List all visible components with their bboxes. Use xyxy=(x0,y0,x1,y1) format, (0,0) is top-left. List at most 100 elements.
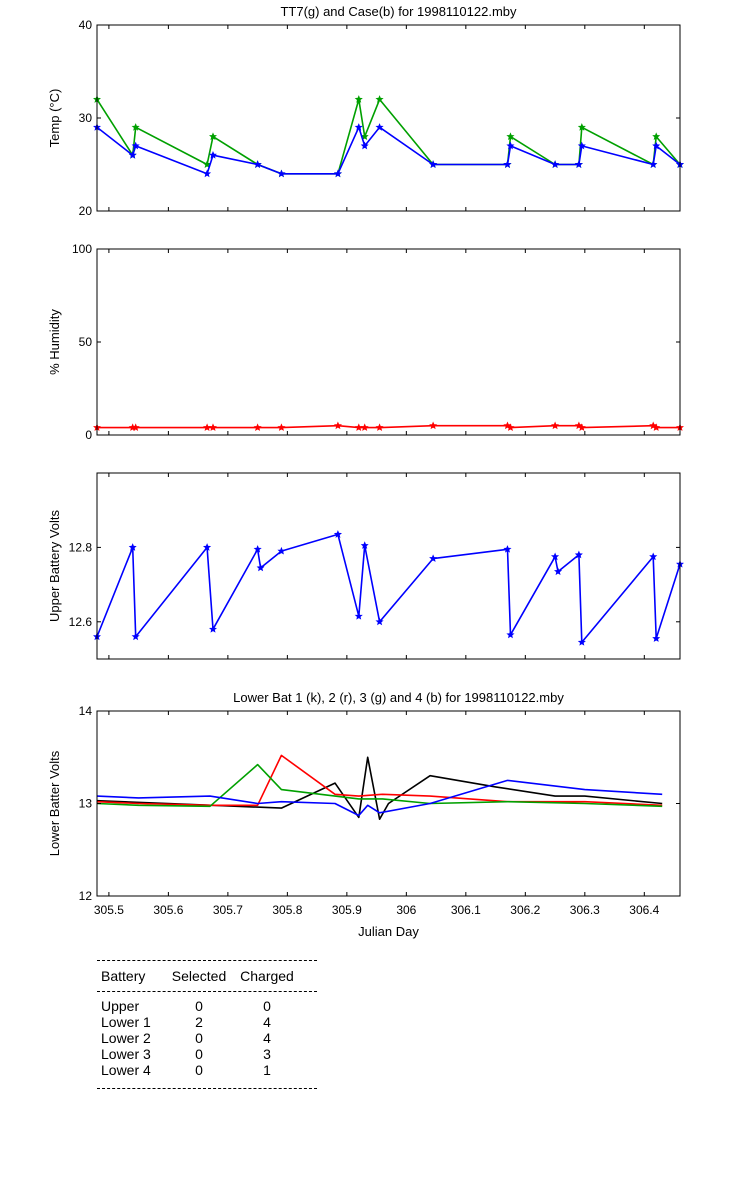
y-axis-label: % Humidity xyxy=(47,309,62,375)
table-row: Lower 1 2 4 xyxy=(97,1014,317,1030)
data-point-marker xyxy=(209,624,217,633)
data-point-marker xyxy=(360,132,369,141)
row-battery: Upper xyxy=(101,998,140,1014)
x-tick-label: 306.4 xyxy=(629,903,659,917)
x-tick-label: 305.8 xyxy=(272,903,302,917)
temp-panel: 20 30 40 TT7(g) and Case(b) for 1998110122.… xyxy=(47,4,684,218)
y-tick-label: 50 xyxy=(79,335,93,349)
data-point-marker xyxy=(577,141,586,150)
data-point-marker xyxy=(131,141,140,150)
data-point-marker xyxy=(277,546,286,555)
data-point-marker xyxy=(429,554,438,562)
data-point-marker xyxy=(202,169,212,178)
series-line-humidity xyxy=(97,424,680,429)
data-point-marker xyxy=(360,141,369,150)
row-battery: Lower 3 xyxy=(101,1046,151,1062)
row-charged: 4 xyxy=(263,1014,271,1030)
data-point-marker xyxy=(550,421,560,430)
data-point-marker xyxy=(503,545,512,553)
data-point-marker xyxy=(131,123,140,131)
data-point-marker xyxy=(131,632,140,641)
data-point-marker xyxy=(209,423,217,431)
x-tick-label: 305.5 xyxy=(94,903,124,917)
chart-title: Lower Bat 1 (k), 2 (r), 3 (g) and 4 (b) … xyxy=(233,690,564,705)
y-tick-label: 0 xyxy=(85,428,92,442)
figure: 20 30 40 TT7(g) and Case(b) for 1998110122.… xyxy=(47,4,684,939)
data-point-marker xyxy=(202,543,212,551)
data-point-marker xyxy=(503,160,512,168)
data-point-marker xyxy=(360,423,369,431)
y-tick-label: 30 xyxy=(79,111,93,125)
series-line-case xyxy=(96,126,681,175)
data-point-marker xyxy=(209,150,217,159)
data-point-marker xyxy=(652,132,661,141)
row-selected: 2 xyxy=(195,1014,203,1030)
x-tick-label: 305.6 xyxy=(153,903,183,917)
data-point-marker xyxy=(354,95,363,103)
y-axis-label: Temp (°C) xyxy=(47,89,62,148)
x-tick-label: 305.9 xyxy=(332,903,362,917)
y-axis-label: Upper Battery Volts xyxy=(47,510,62,622)
data-point-marker xyxy=(574,160,583,168)
data-point-marker xyxy=(652,634,661,642)
data-point-marker xyxy=(553,567,563,576)
data-point-marker xyxy=(550,160,560,168)
row-selected: 0 xyxy=(195,1046,203,1062)
y-tick-label: 13 xyxy=(79,797,93,811)
row-selected: 0 xyxy=(195,1062,203,1078)
data-point-marker xyxy=(354,423,363,431)
data-point-marker xyxy=(253,423,262,431)
row-charged: 3 xyxy=(263,1046,271,1062)
x-tick-label: 306.2 xyxy=(510,903,540,917)
data-point-marker xyxy=(209,132,217,141)
row-battery: Lower 4 xyxy=(101,1062,151,1078)
data-point-marker xyxy=(577,423,586,431)
x-axis-label: Julian Day xyxy=(358,924,419,939)
y-axis-label: Lower Batter Volts xyxy=(47,750,62,856)
data-point-marker xyxy=(429,421,438,430)
plot-frame xyxy=(96,472,681,660)
table-row: Lower 3 0 3 xyxy=(97,1046,317,1062)
data-point-marker xyxy=(375,423,384,431)
y-tick-label: 40 xyxy=(79,18,93,32)
row-selected: 0 xyxy=(195,1030,203,1046)
data-point-marker xyxy=(354,611,363,620)
data-point-marker xyxy=(131,423,140,431)
header-battery: Battery xyxy=(101,968,146,984)
battery-table: Battery Selected Charged Upper 0 0 Lower… xyxy=(97,960,317,1089)
data-point-marker xyxy=(649,552,658,561)
data-point-marker xyxy=(202,160,212,168)
table-top-rule xyxy=(97,960,317,961)
data-point-marker xyxy=(277,169,286,178)
row-battery: Lower 2 xyxy=(101,1030,151,1046)
header-selected: Selected xyxy=(171,968,227,984)
row-selected: 0 xyxy=(195,998,203,1014)
data-point-marker xyxy=(253,160,262,168)
upper-battery-panel: 12.6 12.8 Upper Battery Volts xyxy=(47,472,684,660)
data-point-marker xyxy=(506,141,515,150)
data-point-marker xyxy=(550,552,560,561)
x-tick-label: 305.7 xyxy=(213,903,243,917)
series-line-lower-3 xyxy=(96,763,663,808)
data-point-marker xyxy=(253,545,262,553)
plot-frame xyxy=(96,24,681,212)
table-bottom-rule xyxy=(97,1088,317,1089)
data-point-marker xyxy=(202,423,212,431)
x-tick-label: 306.3 xyxy=(570,903,600,917)
humidity-panel: 0 50 100 % Humidity xyxy=(47,242,684,442)
data-point-marker xyxy=(256,563,265,572)
data-point-marker xyxy=(333,421,343,430)
data-point-marker xyxy=(375,617,384,626)
table-header-rule xyxy=(97,991,317,992)
data-point-marker xyxy=(354,123,363,131)
series-line-lower-1 xyxy=(96,756,663,821)
row-battery: Lower 1 xyxy=(101,1014,151,1030)
series-line-lower-2 xyxy=(96,754,663,807)
plot-frame xyxy=(96,248,681,436)
data-point-marker xyxy=(429,160,438,168)
data-point-marker xyxy=(577,638,586,646)
row-charged: 0 xyxy=(263,998,271,1014)
data-point-marker xyxy=(577,123,586,131)
row-charged: 4 xyxy=(263,1030,271,1046)
data-point-marker xyxy=(277,423,286,431)
